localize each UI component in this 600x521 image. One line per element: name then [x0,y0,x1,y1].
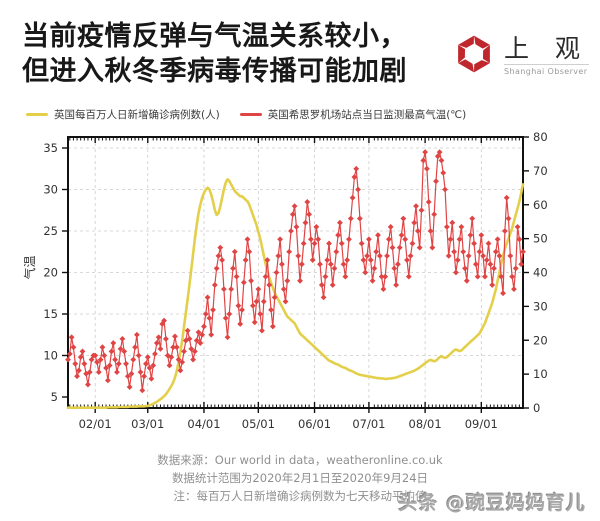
svg-text:0: 0 [533,401,540,415]
svg-text:30: 30 [533,299,548,313]
data-source-notes: 数据来源：Our world in data，weatheronline.co.… [0,452,600,505]
svg-text:15: 15 [43,307,58,321]
chart-legend: 英国每百万人日新增确诊病例数(人) 英国希思罗机场站点当日监测最高气温(℃) [26,107,466,122]
svg-text:5: 5 [51,390,58,404]
svg-text:07/01: 07/01 [352,417,385,431]
axis-tick-labels: 5 10 15 20 25 30 35 0 10 20 30 40 50 60 70 80 02/01 03/01… [43,130,547,431]
svg-text:06/01: 06/01 [298,417,331,431]
aperture-hexagon-icon [452,32,496,80]
left-axis-title: 气温 [22,255,37,279]
note-line: 注：每百万人日新增确诊病例数为七天移动平均值 [173,488,427,503]
legend-label-cases: 英国每百万人日新增确诊病例数(人) [54,109,220,121]
range-line: 数据统计范围为2020年2月1日至2020年9月24日 [171,470,429,485]
svg-text:50: 50 [533,232,548,246]
svg-text:30: 30 [43,183,58,197]
page-title-line1: 当前疫情反弹与气温关系较小， [22,21,407,52]
legend-item-cases: 英国每百万人日新增确诊病例数(人) [26,107,220,122]
cases-series [66,178,525,410]
svg-text:09/01: 09/01 [465,417,498,431]
logo-text-en: Shanghai Observer [504,64,589,76]
legend-item-temperature: 英国希思罗机场站点当日监测最高气温(℃) [239,107,467,122]
svg-text:80: 80 [533,130,548,144]
source-line: 数据来源：Our world in data，weatheronline.co.… [157,453,443,467]
svg-text:08/01: 08/01 [409,417,442,431]
temperature-series [65,149,526,394]
svg-text:70: 70 [533,164,548,178]
svg-text:03/01: 03/01 [131,417,164,431]
svg-text:02/01: 02/01 [79,417,112,431]
axis-ticks [62,136,529,413]
page-title: 当前疫情反弹与气温关系较小， 但进入秋冬季病毒传播可能加剧 [22,20,462,89]
svg-text:05/01: 05/01 [242,417,275,431]
svg-text:40: 40 [533,266,548,280]
shanghai-observer-logo: 上 观 Shanghai Observer [452,32,589,80]
svg-text:20: 20 [43,266,58,280]
svg-text:35: 35 [43,141,58,155]
svg-text:20: 20 [533,333,548,347]
page-title-line2: 但进入秋冬季病毒传播可能加剧 [22,55,407,87]
logo-text-cn: 上 观 [504,34,589,63]
svg-text:04/01: 04/01 [187,417,220,431]
svg-text:60: 60 [533,198,548,212]
svg-text:25: 25 [43,224,58,238]
temperature-line-swatch [239,113,262,116]
svg-text:10: 10 [43,349,58,363]
cases-line-swatch [26,113,48,116]
toutiao-watermark: 头条 @豌豆妈妈育儿 [398,492,586,514]
legend-label-temperature: 英国希思罗机场站点当日监测最高气温(℃) [267,109,467,121]
svg-text:10: 10 [533,367,548,381]
